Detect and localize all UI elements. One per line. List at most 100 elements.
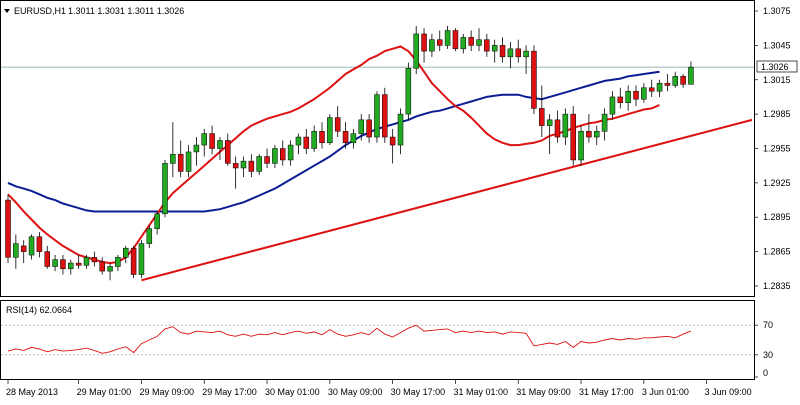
candle[interactable] [209,125,215,155]
candle[interactable] [429,33,435,57]
candle[interactable] [625,85,631,111]
candle[interactable] [99,257,105,275]
candle[interactable] [641,83,647,103]
candle[interactable] [578,125,584,166]
candle[interactable] [570,106,576,166]
candle[interactable] [468,30,474,52]
candle[interactable] [123,245,129,264]
candle[interactable] [507,41,514,69]
candle[interactable] [405,62,412,120]
candle[interactable] [193,137,200,166]
candle-body [272,148,278,164]
candle[interactable] [421,28,427,63]
candle[interactable] [327,114,333,146]
candle[interactable] [295,133,302,155]
candle[interactable] [389,129,396,164]
candle[interactable] [146,225,153,249]
candle[interactable] [444,25,451,49]
candle[interactable] [232,156,239,189]
candle[interactable] [248,154,255,178]
candle[interactable] [491,39,498,63]
candle[interactable] [413,25,419,75]
candle[interactable] [83,255,90,269]
candle-body [586,131,592,138]
candle[interactable] [44,245,50,269]
candle[interactable] [633,85,639,107]
candle[interactable] [609,91,616,120]
candle[interactable] [20,240,27,264]
candle[interactable] [107,263,113,281]
candle[interactable] [546,114,553,155]
candle[interactable] [601,108,608,141]
candle-body [185,151,192,172]
candle[interactable] [437,30,443,52]
candle[interactable] [342,122,349,149]
candle[interactable] [515,39,521,63]
candle[interactable] [350,129,357,149]
candle[interactable] [366,114,372,143]
candle[interactable] [539,85,545,138]
candle[interactable] [656,79,663,97]
candle[interactable] [531,45,537,115]
candle[interactable] [75,255,82,269]
candle[interactable] [680,74,686,88]
price-tick-label: 1.2985 [763,109,791,119]
candle[interactable] [586,114,592,143]
candle[interactable] [374,91,380,143]
candle[interactable] [460,33,467,54]
candle[interactable] [303,129,310,155]
candle[interactable] [185,145,192,178]
candle[interactable] [36,232,43,258]
candle[interactable] [272,145,278,168]
candle[interactable] [60,255,66,275]
candle[interactable] [358,114,364,141]
candle[interactable] [256,154,262,175]
candle[interactable] [201,129,207,157]
candle[interactable] [311,125,317,152]
candle[interactable] [138,240,145,278]
candle-body [193,144,200,153]
candle[interactable] [476,28,482,52]
candle[interactable] [484,33,490,57]
candle[interactable] [554,110,561,143]
candle-body [280,148,286,161]
candle[interactable] [664,74,671,92]
candle[interactable] [334,106,341,138]
rsi-panel[interactable] [0,300,755,380]
candle[interactable] [13,234,19,269]
candle[interactable] [452,28,459,52]
candle[interactable] [154,211,160,235]
candle[interactable] [217,137,223,160]
candle[interactable] [68,259,74,275]
chart-dropdown-icon[interactable] [4,9,10,13]
candle[interactable] [52,255,58,272]
candle[interactable] [319,122,325,149]
candle[interactable] [225,133,231,166]
candle[interactable] [162,159,168,218]
candle[interactable] [594,125,600,146]
candle[interactable] [115,255,121,272]
candle[interactable] [523,45,529,75]
candle[interactable] [617,87,624,109]
candle[interactable] [648,79,655,97]
candle[interactable] [177,140,184,178]
candle-body [641,87,647,100]
candle[interactable] [688,61,694,85]
candle[interactable] [240,156,247,178]
candle[interactable] [397,108,404,155]
candle[interactable] [170,122,176,178]
candle[interactable] [91,251,98,267]
candle[interactable] [5,194,11,264]
ma-slow-line [7,70,660,213]
candle[interactable] [264,148,270,168]
candle[interactable] [499,37,506,63]
candle[interactable] [382,87,388,143]
candle[interactable] [562,108,569,146]
price-panel[interactable] [0,0,755,297]
candle[interactable] [287,140,294,166]
candle[interactable] [672,71,678,88]
candle[interactable] [28,234,35,260]
candle[interactable] [130,245,137,278]
candle[interactable] [280,140,286,166]
